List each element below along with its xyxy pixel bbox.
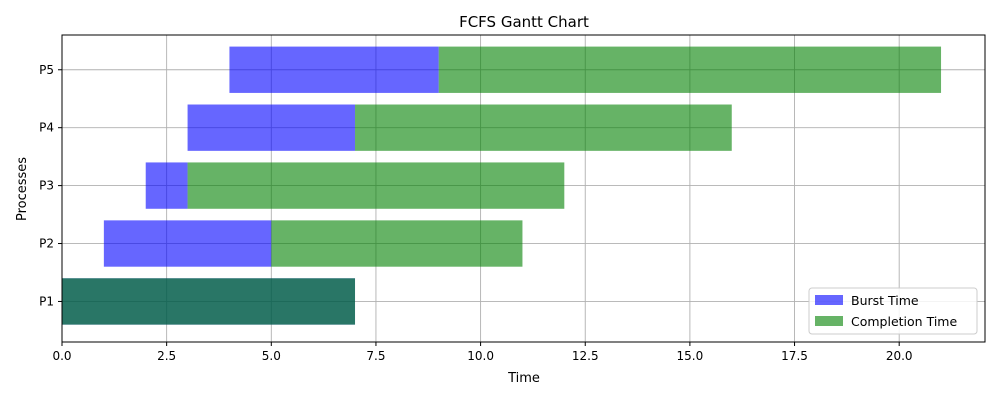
y-tick-label: P4	[39, 121, 54, 135]
legend-box	[808, 287, 978, 335]
bar-completion-time-p1	[62, 278, 356, 325]
x-tick-label: 20.0	[886, 349, 913, 363]
x-tick-label: 17.5	[781, 349, 808, 363]
bar-burst-time-p5	[229, 46, 439, 93]
x-tick-label: 15.0	[677, 349, 704, 363]
bar-burst-time-p4	[187, 104, 356, 151]
bar-completion-time-p5	[438, 46, 942, 93]
bar-burst-time-p2	[103, 220, 272, 267]
x-tick-label: 10.0	[467, 349, 494, 363]
chart-title: FCFS Gantt Chart	[459, 13, 589, 31]
x-tick-label: 0.0	[52, 349, 71, 363]
y-axis-label: Processes	[15, 157, 30, 221]
x-tick-label: 7.5	[366, 349, 385, 363]
x-tick-label: 5.0	[262, 349, 281, 363]
y-tick-label: P2	[39, 237, 54, 251]
x-axis-label: Time	[507, 371, 540, 386]
legend-swatch	[815, 316, 843, 326]
y-tick-label: P3	[39, 179, 54, 193]
axes-frame	[61, 34, 986, 343]
y-tick-label: P1	[39, 294, 54, 308]
y-tick-label: P5	[39, 63, 54, 77]
bar-burst-time-p3	[145, 162, 188, 209]
x-tick-label: 2.5	[157, 349, 176, 363]
bar-completion-time-p4	[355, 104, 732, 151]
legend-swatch	[815, 295, 843, 305]
plot-area: 0.0 2.5 5.0 7.5 10.0 12.5 15.0 17.5 20.0 P1 P2 P3 P4…	[39, 34, 986, 363]
x-tick-label: 12.5	[572, 349, 599, 363]
legend-label: Completion Time	[851, 314, 957, 329]
legend-label: Burst Time	[851, 293, 919, 308]
legend: Burst Time Completion Time	[808, 287, 978, 335]
bar-completion-time-p2	[271, 220, 523, 267]
bar-completion-time-p3	[187, 162, 565, 209]
